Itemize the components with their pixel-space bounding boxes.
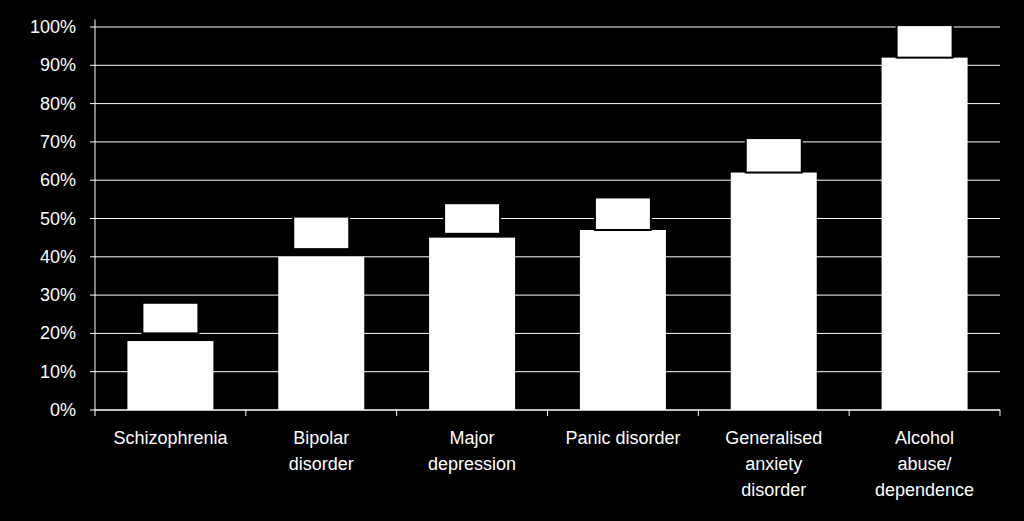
y-tick [90, 103, 95, 104]
range-box [444, 203, 500, 234]
y-tick [90, 65, 95, 66]
grid-line [95, 141, 1000, 142]
x-tick [1000, 410, 1001, 416]
grid-line [95, 295, 1000, 296]
grid-line [95, 65, 1000, 66]
y-tick [90, 410, 95, 411]
bar [278, 257, 364, 410]
x-tick-label: Majordepression [428, 428, 516, 474]
y-tick-label: 20% [40, 323, 76, 343]
y-tick-label: 10% [40, 362, 76, 382]
range-box [897, 25, 953, 58]
chart-container: 0% 10% 20% 30% 40% 50% 60% 70% 80% 90% 100% Schizop… [0, 0, 1024, 521]
y-tick [90, 371, 95, 372]
x-tick-label: Panic disorder [565, 428, 680, 448]
chart-svg: 0% 10% 20% 30% 40% 50% 60% 70% 80% 90% 100% Schizop… [0, 0, 1024, 521]
y-tick-label: 40% [40, 247, 76, 267]
grid-line [95, 180, 1000, 181]
y-tick [90, 333, 95, 334]
range-box [595, 197, 651, 230]
y-tick-label: 50% [40, 209, 76, 229]
y-tick [90, 256, 95, 257]
x-tick [95, 410, 96, 416]
x-tick [396, 410, 397, 416]
x-tick [245, 410, 246, 416]
y-tick [90, 141, 95, 142]
x-tick-label: Schizophrenia [113, 428, 228, 448]
range-box [293, 217, 349, 250]
x-tick [849, 410, 850, 416]
bar [882, 58, 968, 410]
y-tick-label: 0% [50, 400, 76, 420]
background [0, 0, 1024, 521]
marks [127, 25, 967, 410]
grid-line [95, 218, 1000, 219]
bar [580, 230, 666, 410]
range-box [746, 138, 802, 172]
y-tick-label: 30% [40, 285, 76, 305]
y-tick-label: 60% [40, 170, 76, 190]
x-tick [547, 410, 548, 416]
y-tick-label: 90% [40, 55, 76, 75]
range-box [142, 303, 198, 334]
y-tick [90, 27, 95, 28]
y-tick [90, 218, 95, 219]
x-tick-label: Bipolardisorder [289, 428, 354, 474]
x-tick-label: Alcoholabuse/dependence [875, 428, 974, 500]
grid-line [95, 333, 1000, 334]
y-axis [95, 19, 96, 410]
grid-line [95, 256, 1000, 257]
x-tick [698, 410, 699, 416]
grid-line [95, 371, 1000, 372]
y-tick-label: 100% [30, 17, 76, 37]
grid-line [95, 27, 1000, 28]
y-tick-label: 80% [40, 94, 76, 114]
y-tick-label: 70% [40, 132, 76, 152]
bar [429, 238, 515, 410]
bar [127, 341, 213, 410]
y-tick [90, 295, 95, 296]
y-tick [90, 180, 95, 181]
x-tick-label: Generalisedanxietydisorder [725, 428, 822, 500]
bar [731, 173, 817, 410]
grid-line [95, 103, 1000, 104]
